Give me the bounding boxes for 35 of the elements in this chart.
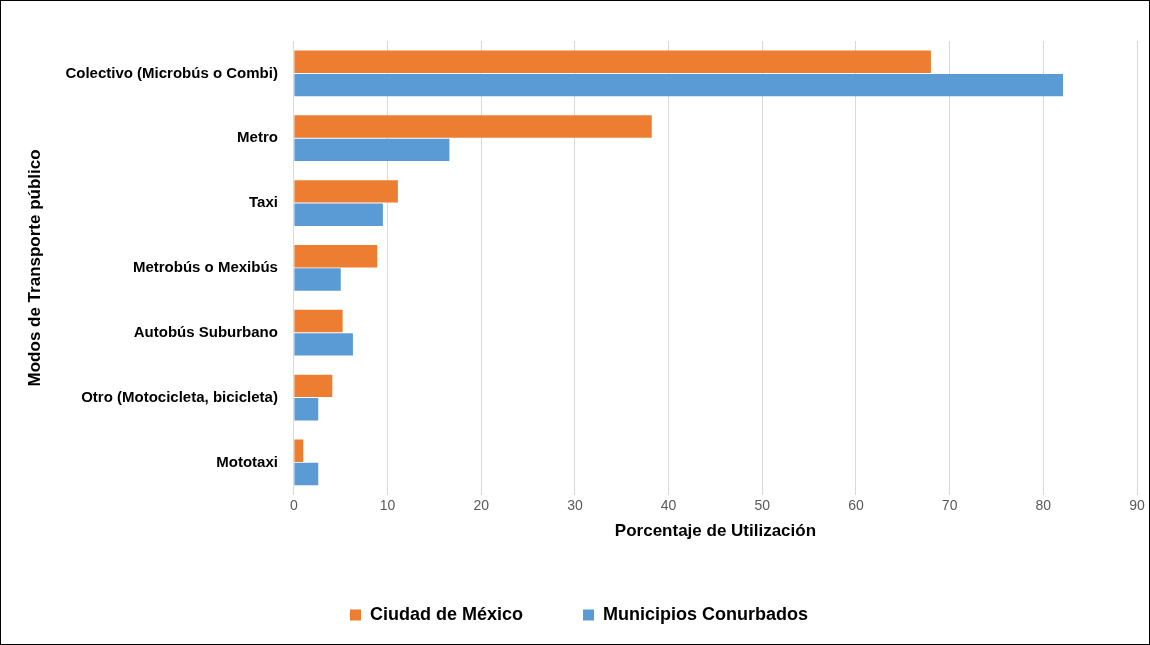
bar: [294, 245, 378, 268]
x-axis-title: Porcentaje de Utilización: [614, 521, 817, 541]
bar: [294, 333, 353, 356]
x-tick-label: 40: [660, 497, 677, 514]
x-tick-label: 50: [754, 497, 771, 514]
bar: [294, 115, 652, 138]
x-tick-label: 0: [290, 497, 299, 514]
x-tick-label: 90: [1129, 497, 1145, 514]
bar: [294, 439, 304, 462]
bar: [294, 180, 398, 203]
bar: [294, 268, 341, 291]
bar: [294, 462, 319, 486]
y-tick-label: Autobús Suburbano: [133, 322, 278, 340]
x-tick-label: 80: [1035, 497, 1052, 514]
y-tick-label: Mototaxi: [216, 452, 278, 470]
legend-label: Ciudad de México: [369, 603, 524, 624]
y-tick-label: Taxi: [249, 193, 278, 211]
y-tick-label: Metrobús o Mexibús: [132, 258, 278, 276]
x-tick-label: 60: [848, 497, 864, 514]
y-tick-label: Metro: [237, 128, 278, 146]
bar: [294, 374, 333, 398]
x-tick-label: 10: [379, 497, 396, 514]
bar: [294, 203, 383, 226]
y-tick-label: Otro (Motocicleta, bicicleta): [81, 387, 278, 405]
x-tick-label: 20: [473, 497, 490, 514]
bar: [294, 73, 1063, 97]
bar: [294, 309, 343, 333]
x-tick-label: 70: [941, 497, 958, 514]
bar: [294, 138, 450, 162]
bar: [294, 398, 319, 421]
x-tick-label: 30: [567, 497, 583, 514]
bar: [294, 50, 931, 73]
legend-label: Municipios Conurbados: [603, 603, 809, 624]
y-tick-label: Colectivo (Microbús o Combi): [65, 63, 278, 81]
y-axis-title: Modos de Transporte público: [24, 149, 44, 387]
